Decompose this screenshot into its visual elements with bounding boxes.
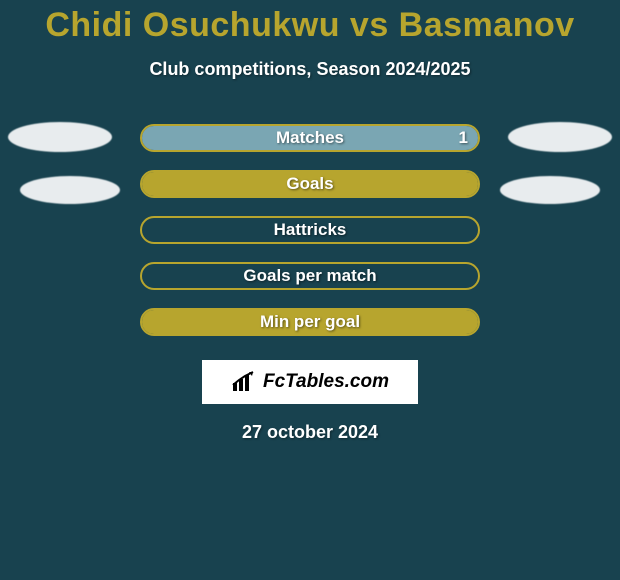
stat-bar-hattricks: Hattricks — [140, 216, 480, 244]
comparison-card: Chidi Osuchukwu vs Basmanov Club competi… — [0, 0, 620, 580]
chart-icon — [231, 371, 257, 393]
stat-row: Goals per match — [0, 254, 620, 300]
stat-row: Hattricks — [0, 208, 620, 254]
stat-bar-min-per-goal: Min per goal — [140, 308, 480, 336]
stat-bar-goals: Goals — [140, 170, 480, 198]
page-title: Chidi Osuchukwu vs Basmanov — [0, 0, 620, 45]
stat-label: Min per goal — [142, 310, 478, 334]
stat-bar-matches: Matches 1 — [140, 124, 480, 152]
stats-list: Matches 1 Goals Hattricks — [0, 116, 620, 346]
stat-right-value — [458, 310, 478, 334]
stat-bar-goals-per-match: Goals per match — [140, 262, 480, 290]
stat-label: Matches — [142, 126, 478, 150]
logo-text: FcTables.com — [263, 371, 389, 393]
stat-label: Goals — [142, 172, 478, 196]
stat-right-value — [458, 218, 478, 242]
stat-label: Hattricks — [142, 218, 478, 242]
stat-row: Goals — [0, 162, 620, 208]
subtitle: Club competitions, Season 2024/2025 — [0, 59, 620, 80]
stat-row: Matches 1 — [0, 116, 620, 162]
date: 27 october 2024 — [0, 422, 620, 443]
stat-row: Min per goal — [0, 300, 620, 346]
logo[interactable]: FcTables.com — [202, 360, 418, 404]
stat-label: Goals per match — [142, 264, 478, 288]
stat-right-value: 1 — [449, 126, 478, 150]
stat-right-value — [458, 264, 478, 288]
stat-right-value — [458, 172, 478, 196]
